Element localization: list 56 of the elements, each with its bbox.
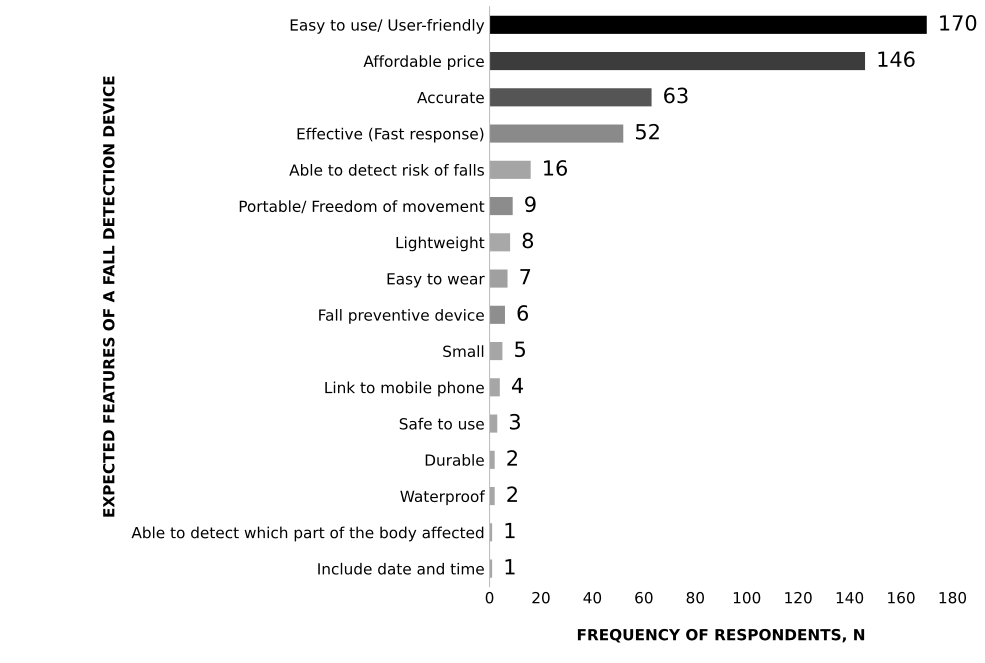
y-tick-label: Easy to use/ User-friendly (290, 18, 484, 34)
bar (490, 378, 500, 396)
y-tick-label: Affordable price (364, 55, 484, 70)
y-tick-label: Able to detect which part of the body affected (132, 526, 484, 542)
bar (490, 124, 624, 143)
x-tick-label: 180 (940, 592, 966, 604)
y-axis-title: EXPECTED FEATURES OF A FALL DETECTION DEVICE (102, 76, 115, 517)
data-label: 4 (512, 378, 524, 394)
data-label: 170 (940, 15, 976, 31)
data-label: 8 (522, 232, 534, 248)
data-label: 3 (510, 414, 520, 430)
x-tick-label: 140 (836, 592, 864, 604)
data-label: 1 (506, 522, 515, 538)
y-tick-label: Small (443, 345, 484, 358)
data-label: 52 (636, 124, 659, 140)
bar (490, 88, 652, 106)
data-label: 9 (525, 196, 536, 212)
y-tick-label: Accurate (417, 92, 484, 104)
bar (490, 270, 508, 288)
y-tick-label: Safe to use (400, 418, 484, 430)
y-tick-label: Include date and time (318, 562, 484, 575)
x-tick-label: 120 (785, 592, 812, 604)
data-label: 63 (664, 88, 688, 104)
x-tick-label: 160 (888, 592, 915, 604)
bar (490, 414, 498, 433)
y-tick-label: Easy to wear (388, 273, 485, 288)
data-label: 2 (507, 486, 517, 502)
bar (490, 342, 502, 360)
x-tick-label: 20 (532, 592, 550, 604)
y-tick-label: Able to detect risk of falls (289, 164, 484, 176)
data-label: 5 (515, 342, 525, 358)
x-tick-label: 0 (486, 592, 494, 604)
data-label: 16 (544, 160, 568, 176)
x-tick-label: 40 (583, 592, 602, 604)
y-tick-label: Link to mobile phone (325, 382, 484, 396)
bar (490, 16, 927, 34)
data-label: 2 (507, 450, 517, 466)
bar (490, 306, 505, 324)
y-tick-label: Effective (Fast response) (298, 128, 484, 143)
data-label: 7 (520, 269, 530, 284)
x-tick-label: 80 (686, 592, 704, 604)
x-tick-label: 100 (734, 592, 760, 604)
data-label: 6 (518, 305, 528, 321)
bar (490, 233, 510, 252)
y-tick-label: Fall preventive device (319, 309, 484, 324)
x-tick-label: 60 (635, 592, 653, 604)
bar (490, 196, 513, 216)
y-tick-label: Portable/ Freedom of movement (240, 200, 484, 214)
y-tick-label: Durable (426, 454, 484, 466)
bar (490, 160, 531, 179)
x-axis-title: FREQUENCY OF RESPONDENTS, N (578, 628, 864, 642)
y-tick-label: Waterproof (400, 490, 485, 506)
data-label: 146 (878, 51, 915, 68)
y-tick-label: Lightweight (396, 236, 484, 252)
bar (490, 52, 866, 70)
data-label: 1 (506, 559, 515, 574)
